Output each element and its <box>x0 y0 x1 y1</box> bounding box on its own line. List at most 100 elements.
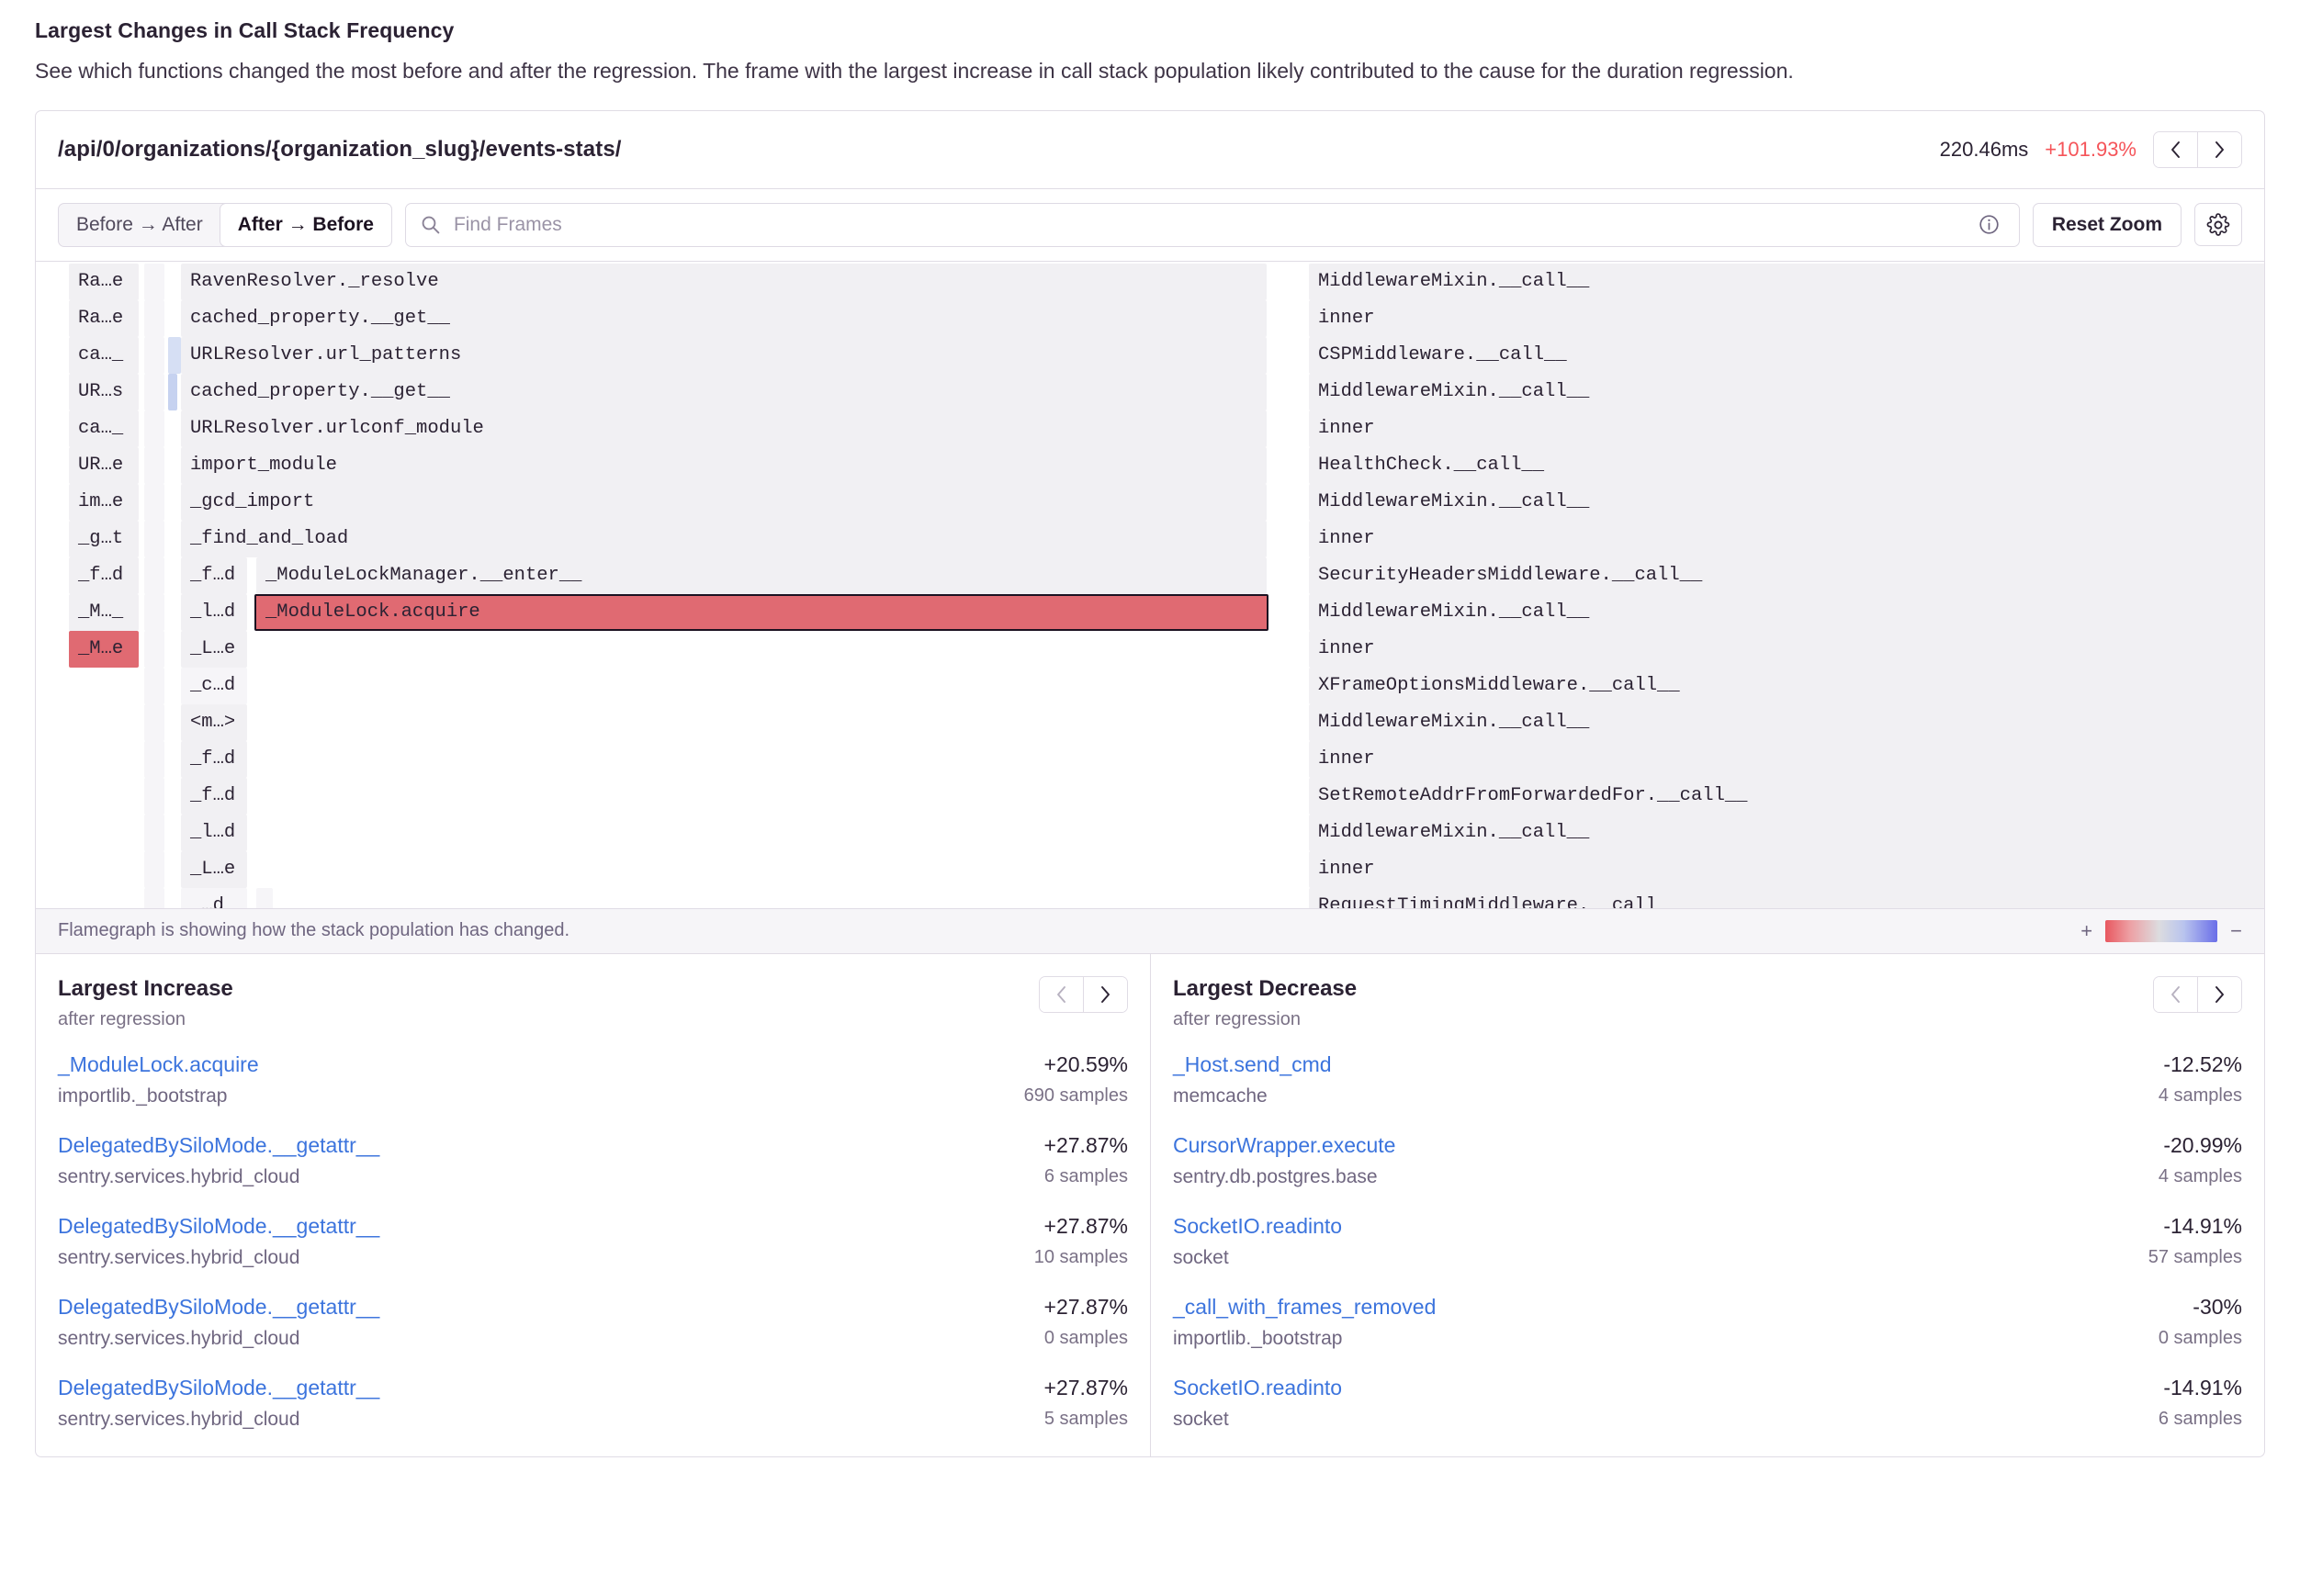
flame-frame[interactable]: RequestTimingMiddleware.__call__ <box>1309 887 2264 908</box>
flame-frame-spacer[interactable] <box>144 520 164 557</box>
flame-frame[interactable]: _f…d <box>181 777 247 815</box>
panel-prev-button[interactable] <box>2154 131 2197 167</box>
flame-frame[interactable]: SecurityHeadersMiddleware.__call__ <box>1309 556 2264 594</box>
flame-frame[interactable]: _l…d <box>181 814 247 851</box>
flame-frame[interactable]: cached_property.__get__ <box>181 373 1267 410</box>
flame-frame[interactable]: im…e <box>69 483 139 521</box>
flame-frame-spacer[interactable] <box>144 703 164 741</box>
flame-frame[interactable]: _gcd_import <box>181 483 1267 521</box>
flame-frame[interactable]: Ra…e <box>69 299 139 337</box>
flame-frame[interactable]: MiddlewareMixin.__call__ <box>1309 814 2264 851</box>
flame-frame[interactable]: _f…d <box>181 556 247 594</box>
flame-frame[interactable]: <m…> <box>181 703 247 741</box>
flame-frame[interactable]: _find_and_load <box>181 520 1267 557</box>
flame-frame[interactable]: _f…d <box>181 740 247 778</box>
flame-frame[interactable]: _L…e <box>181 850 247 888</box>
flame-frame[interactable]: MiddlewareMixin.__call__ <box>1309 593 2264 631</box>
flame-frame[interactable]: ca…_ <box>69 410 139 447</box>
flame-frame-spacer[interactable] <box>144 593 164 631</box>
flame-frame[interactable]: _l…d <box>181 593 247 631</box>
flame-frame-thin[interactable] <box>168 336 181 374</box>
search-input[interactable] <box>451 212 1967 237</box>
flame-frame[interactable]: _M…_ <box>69 593 139 631</box>
toggle-before-after[interactable]: Before → After <box>59 204 220 246</box>
flame-frame[interactable]: inner <box>1309 520 2264 557</box>
flame-frame[interactable]: URLResolver.urlconf_module <box>181 410 1267 447</box>
flame-frame-spacer[interactable] <box>256 887 273 908</box>
delta-percent: +101.93% <box>2045 137 2137 161</box>
flame-frame-spacer[interactable] <box>144 850 164 888</box>
flame-frame[interactable]: UR…s <box>69 373 139 410</box>
flame-frame-spacer[interactable] <box>144 373 164 410</box>
flame-frame[interactable]: inner <box>1309 630 2264 668</box>
find-frames-field[interactable] <box>404 202 2020 247</box>
flame-frame-spacer[interactable] <box>144 556 164 594</box>
flamegraph-note: Flamegraph is showing how the stack popu… <box>58 920 570 941</box>
flame-frame[interactable]: inner <box>1309 740 2264 778</box>
flame-frame-spacer[interactable] <box>144 814 164 851</box>
frame-link[interactable]: _ModuleLock.acquire <box>58 1051 259 1076</box>
flame-frame[interactable]: ca…_ <box>69 336 139 374</box>
frame-link[interactable]: _call_with_frames_removed <box>1173 1294 1437 1319</box>
flame-frame[interactable]: cached_property.__get__ <box>181 299 1267 337</box>
flame-frame[interactable]: _g…t <box>69 520 139 557</box>
flame-frame[interactable]: _…d <box>181 887 247 908</box>
flame-frame[interactable]: CSPMiddleware.__call__ <box>1309 336 2264 374</box>
flame-frame[interactable]: SetRemoteAddrFromForwardedFor.__call__ <box>1309 777 2264 815</box>
flame-frame-spacer[interactable] <box>144 740 164 778</box>
frame-link[interactable]: DelegatedBySiloMode.__getattr__ <box>58 1213 380 1238</box>
flame-frame[interactable]: import_module <box>181 446 1267 484</box>
flame-frame[interactable]: MiddlewareMixin.__call__ <box>1309 373 2264 410</box>
flame-frame-selected[interactable]: _ModuleLock.acquire <box>254 593 1268 631</box>
flamegraph-canvas[interactable]: Ra…e Ra…e ca…_ UR…s ca…_ UR…e im…e _g…t … <box>36 261 2264 909</box>
flamegraph-settings-button[interactable] <box>2194 203 2242 247</box>
toggle-after-before[interactable]: After → Before <box>220 203 391 246</box>
flame-frame-spacer[interactable] <box>144 667 164 704</box>
frame-samples: 6 samples <box>1043 1165 1128 1186</box>
frame-percent: -30% <box>2193 1294 2242 1319</box>
flame-frame[interactable]: RavenResolver._resolve <box>181 263 1267 300</box>
flame-frame[interactable]: _ModuleLockManager.__enter__ <box>256 556 1267 594</box>
flame-frame[interactable]: UR…e <box>69 446 139 484</box>
frame-link[interactable]: DelegatedBySiloMode.__getattr__ <box>58 1294 380 1319</box>
flame-frame[interactable]: HealthCheck.__call__ <box>1309 446 2264 484</box>
panel-next-button[interactable] <box>2197 131 2241 167</box>
flame-frame-spacer[interactable] <box>144 263 164 300</box>
flame-frame-highlighted[interactable]: _M…e <box>69 630 139 668</box>
increase-prev-button[interactable] <box>1040 976 1083 1012</box>
increase-next-button[interactable] <box>1083 976 1127 1012</box>
flame-frame-spacer[interactable] <box>144 446 164 484</box>
flame-frame[interactable]: MiddlewareMixin.__call__ <box>1309 263 2264 300</box>
flame-frame[interactable]: URLResolver.url_patterns <box>181 336 1267 374</box>
flame-frame[interactable]: inner <box>1309 850 2264 888</box>
list-item: DelegatedBySiloMode.__getattr__ sentry.s… <box>58 1214 1128 1269</box>
flame-frame[interactable]: _c…d <box>181 667 247 704</box>
frame-link[interactable]: DelegatedBySiloMode.__getattr__ <box>58 1375 380 1399</box>
flame-frame-spacer[interactable] <box>144 483 164 521</box>
flame-frame[interactable]: Ra…e <box>69 263 139 300</box>
flame-frame[interactable]: XFrameOptionsMiddleware.__call__ <box>1309 667 2264 704</box>
search-icon <box>422 216 440 234</box>
flame-frame[interactable]: MiddlewareMixin.__call__ <box>1309 703 2264 741</box>
flame-frame-spacer[interactable] <box>144 887 164 908</box>
frame-link[interactable]: SocketIO.readinto <box>1173 1375 1343 1399</box>
frame-link[interactable]: SocketIO.readinto <box>1173 1213 1343 1238</box>
flame-frame[interactable]: _L…e <box>181 630 247 668</box>
flame-frame-spacer[interactable] <box>144 299 164 337</box>
frame-link[interactable]: DelegatedBySiloMode.__getattr__ <box>58 1132 380 1157</box>
decrease-prev-button[interactable] <box>2154 976 2197 1012</box>
flame-frame-spacer[interactable] <box>144 777 164 815</box>
search-info[interactable] <box>1978 213 2004 236</box>
frame-link[interactable]: _Host.send_cmd <box>1173 1051 1332 1076</box>
reset-zoom-button[interactable]: Reset Zoom <box>2032 202 2182 247</box>
flame-frame-thin[interactable] <box>168 373 177 410</box>
flame-frame[interactable]: _f…d <box>69 556 139 594</box>
flame-frame[interactable]: MiddlewareMixin.__call__ <box>1309 483 2264 521</box>
frame-link[interactable]: CursorWrapper.execute <box>1173 1132 1396 1157</box>
flame-frame[interactable]: inner <box>1309 410 2264 447</box>
flame-frame[interactable]: inner <box>1309 299 2264 337</box>
flame-frame-spacer[interactable] <box>144 410 164 447</box>
decrease-next-button[interactable] <box>2197 976 2241 1012</box>
flame-frame-spacer[interactable] <box>144 336 164 374</box>
flame-frame-spacer[interactable] <box>144 630 164 668</box>
